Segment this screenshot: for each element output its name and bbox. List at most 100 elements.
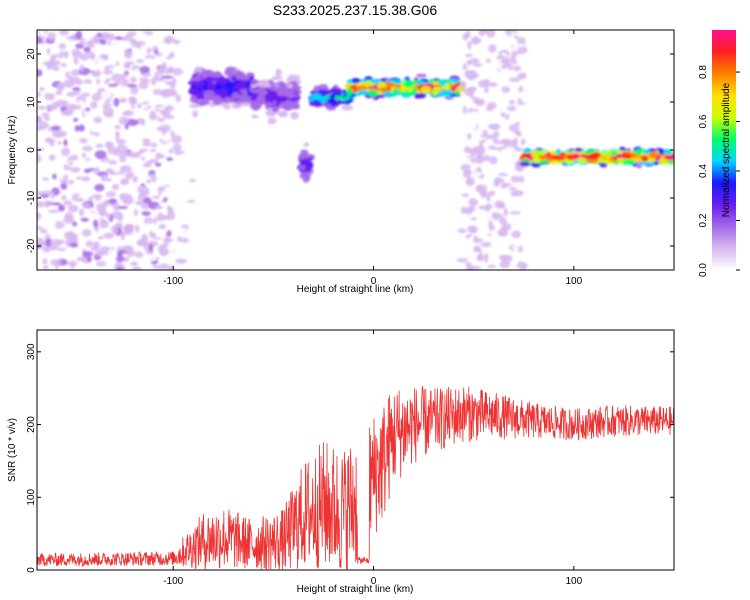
spectrogram-cell [38, 87, 46, 91]
spectrogram-cell [78, 124, 85, 132]
spectrogram-y-label: Frequency (Hz) [7, 116, 18, 185]
spectrogram-cell [212, 71, 223, 78]
spectrogram-cell [149, 110, 156, 119]
spectrogram-cell [61, 147, 71, 157]
spectrogram-cell [148, 244, 154, 252]
spectrogram-cell [101, 54, 109, 61]
spectrogram-cell [141, 211, 151, 217]
spectrogram-cell [334, 95, 341, 101]
spectrogram-cell [56, 83, 64, 90]
spectrogram-cell [145, 57, 154, 65]
spectrogram-cell [49, 154, 55, 162]
spectrogram-cell [303, 142, 310, 148]
spectrogram-cell [166, 156, 174, 162]
spectrogram-cell [46, 48, 51, 55]
x-tick-label: 100 [565, 576, 582, 587]
spectrogram-cell [518, 72, 527, 78]
spectrogram-cell [94, 183, 105, 192]
spectrogram-cell [102, 106, 114, 116]
spectrogram-cell [574, 147, 583, 152]
spectrogram-cell [146, 47, 152, 54]
spectrogram-cell [108, 198, 118, 204]
spectrogram-cell [132, 175, 138, 183]
spectrogram-cell [250, 84, 258, 89]
spectrogram-cell [466, 177, 475, 186]
spectrogram-cell [490, 168, 497, 172]
spectrogram-cell [175, 246, 185, 251]
spectrogram-cell [432, 81, 439, 86]
spectrogram-cell [159, 64, 165, 74]
spectrogram-cell [352, 86, 364, 91]
spectrogram-cell [53, 60, 61, 66]
spectrogram-cell [96, 78, 101, 85]
spectrogram-cell [154, 188, 159, 197]
spectrogram-cell [98, 59, 107, 65]
spectrogram-cell [70, 166, 81, 173]
spectrogram-cell [150, 77, 157, 86]
spectrogram-cell [194, 66, 203, 73]
spectrogram-cell [113, 67, 125, 76]
spectrogram-cell [55, 90, 63, 96]
spectrogram-cell [102, 103, 113, 107]
spectrogram-cell [475, 146, 486, 155]
spectrogram-cell [111, 183, 120, 191]
spectrogram-cell [176, 212, 187, 221]
spectrogram-cell [597, 158, 609, 164]
spectrogram-cell [140, 156, 146, 161]
spectrogram-cell [72, 104, 82, 110]
spectrogram-cell [105, 263, 113, 270]
spectrogram-cell [415, 92, 425, 99]
spectrogram-cell [38, 121, 50, 130]
spectrogram-cell [345, 95, 351, 100]
spectrogram-cell [153, 72, 159, 79]
spectrogram-cell [153, 216, 158, 225]
spectrogram-cell [115, 132, 120, 142]
spectrogram-cell [256, 94, 265, 103]
spectrogram-cell [330, 87, 338, 94]
spectrogram-cell [115, 113, 122, 118]
spectrogram-cell [134, 200, 144, 206]
spectrogram-cell [500, 182, 508, 189]
spectrogram-cell [146, 222, 152, 230]
spectrogram-cell [496, 151, 506, 159]
spectrogram-cell [80, 217, 90, 222]
spectrogram-cell [466, 118, 476, 127]
spectrogram-cell [180, 112, 185, 122]
spectrogram-cell [134, 68, 140, 76]
spectrogram-cell [504, 146, 516, 154]
spectrogram-cell [459, 249, 470, 257]
spectrogram-cell [516, 45, 528, 55]
colorbar: 0.0 0.2 0.4 0.6 0.8 Normalized spectral ampl… [698, 30, 740, 277]
spectrogram-cell [141, 79, 151, 84]
spectrogram-cell [157, 118, 165, 122]
spectrogram-cell [130, 261, 139, 267]
spectrogram-cell [57, 140, 62, 145]
spectrogram-cell [506, 105, 517, 112]
spectrogram-cell [491, 77, 496, 82]
spectrogram-cell [626, 159, 635, 166]
spectrogram-cell [177, 236, 183, 243]
spectrogram-cell [488, 220, 494, 230]
spectrogram-cell [553, 157, 565, 161]
spectrogram-cell [147, 36, 153, 43]
spectrogram-cell [470, 36, 481, 45]
spectrogram-cell [140, 126, 146, 136]
spectrogram-cell [474, 98, 486, 107]
spectrogram-cell [264, 101, 273, 107]
spectrogram-cell [493, 180, 501, 188]
spectrogram-cell [189, 122, 195, 127]
spectrogram-cell [93, 43, 103, 47]
spectrogram-cell [38, 48, 45, 52]
x-tick-label: 100 [565, 276, 582, 287]
spectrogram-cell [107, 248, 117, 256]
spectrogram-x-ticks: -100 0 100 [163, 30, 583, 287]
spectrogram-cell [368, 89, 378, 98]
spectrogram-cell [138, 81, 149, 90]
colorbar-tick-label: 0.4 [698, 164, 709, 178]
spectrogram-cell [136, 59, 145, 64]
spectrogram-cell [460, 163, 471, 172]
spectrogram-cell [137, 103, 142, 109]
spectrogram-cell [96, 124, 104, 133]
snr-y-label: SNR (10 * v/v) [7, 418, 18, 482]
